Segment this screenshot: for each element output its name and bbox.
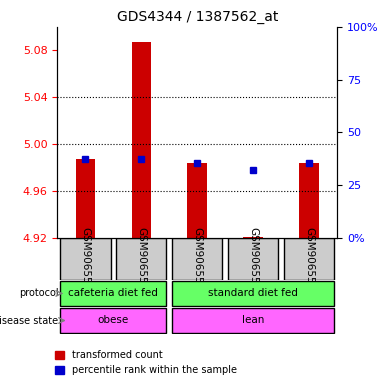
FancyBboxPatch shape [60, 281, 167, 306]
FancyBboxPatch shape [228, 238, 278, 280]
Text: GSM906559: GSM906559 [304, 227, 314, 290]
Text: protocol: protocol [19, 288, 59, 298]
Bar [243, 237, 263, 238]
FancyBboxPatch shape [116, 238, 167, 280]
FancyBboxPatch shape [172, 308, 334, 333]
Bar [299, 163, 319, 238]
Text: disease state: disease state [0, 316, 59, 326]
FancyBboxPatch shape [60, 238, 111, 280]
Text: GSM906555: GSM906555 [80, 227, 90, 290]
Title: GDS4344 / 1387562_at: GDS4344 / 1387562_at [116, 10, 278, 25]
Bar [187, 163, 207, 238]
FancyBboxPatch shape [284, 238, 334, 280]
Text: standard diet fed: standard diet fed [208, 288, 298, 298]
Text: cafeteria diet fed: cafeteria diet fed [69, 288, 158, 298]
Text: GSM906557: GSM906557 [192, 227, 202, 290]
FancyBboxPatch shape [60, 308, 167, 333]
FancyBboxPatch shape [172, 238, 223, 280]
Bar [75, 159, 95, 238]
Text: obese: obese [98, 315, 129, 325]
FancyBboxPatch shape [172, 281, 334, 306]
Text: GSM906556: GSM906556 [136, 227, 146, 290]
Bar [131, 42, 151, 238]
Legend: transformed count, percentile rank within the sample: transformed count, percentile rank withi… [51, 346, 241, 379]
Text: GSM906558: GSM906558 [248, 227, 258, 290]
Text: lean: lean [242, 315, 264, 325]
